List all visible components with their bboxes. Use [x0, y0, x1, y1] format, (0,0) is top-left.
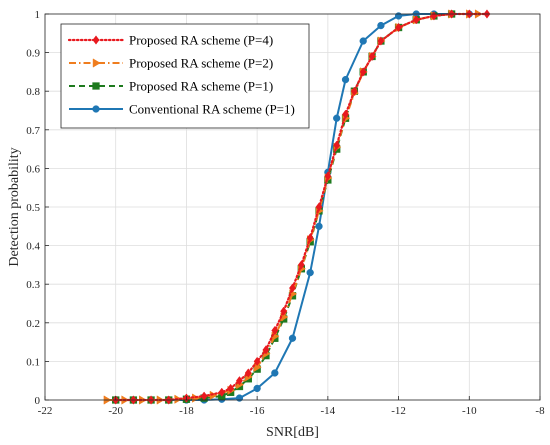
data-point: [377, 21, 385, 30]
data-point: [288, 334, 297, 342]
x-axis-title: SNR[dB]: [266, 425, 319, 440]
legend-item: Proposed RA scheme (P=2): [69, 56, 273, 71]
x-tick-label: -8: [535, 405, 545, 417]
data-point: [271, 325, 279, 336]
x-tick-label: -22: [38, 405, 53, 417]
data-point: [244, 368, 252, 378]
data-point: [359, 37, 367, 45]
x-tick-label: -10: [462, 405, 477, 417]
data-point: [333, 140, 341, 150]
data-point: [359, 67, 367, 77]
y-tick-label: 0: [35, 395, 41, 407]
x-tick-label: -14: [321, 405, 336, 417]
data-point: [333, 114, 341, 122]
data-point: [350, 86, 358, 96]
data-point: [306, 268, 314, 277]
legend-label: Proposed RA scheme (P=4): [129, 33, 273, 48]
y-tick-label: 0.1: [26, 356, 40, 368]
legend: Proposed RA scheme (P=4) Proposed RA sche…: [60, 23, 310, 129]
legend-marker: [92, 82, 100, 90]
y-tick-label: 0.9: [26, 48, 40, 60]
data-point: [315, 222, 323, 230]
y-tick-label: 0.2: [26, 318, 40, 330]
data-point: [324, 171, 332, 181]
data-point: [209, 390, 218, 401]
legend-label: Conventional RA scheme (P=1): [129, 102, 295, 117]
legend-item: Proposed RA scheme (P=4): [67, 33, 273, 48]
data-point: [253, 384, 261, 393]
data-point: [315, 202, 323, 212]
legend-item: Conventional RA scheme (P=1): [69, 102, 295, 117]
series-layer: [103, 9, 491, 405]
data-point: [395, 22, 403, 33]
data-point: [227, 383, 235, 394]
data-point: [297, 260, 305, 270]
x-tick-label: -18: [179, 405, 194, 417]
x-tick-label: -16: [250, 405, 265, 417]
data-point: [341, 75, 350, 84]
data-point: [394, 12, 403, 20]
data-point: [342, 109, 349, 119]
y-tick-label: 0.4: [26, 241, 40, 253]
series-1: [112, 9, 491, 405]
x-tick-label: -20: [108, 405, 123, 417]
data-point: [280, 306, 288, 316]
y-axis-title: Detection probability: [7, 147, 22, 266]
data-point: [253, 356, 261, 367]
legend-box: [60, 23, 310, 129]
y-tick-label: 0.7: [26, 125, 40, 137]
data-point: [306, 233, 314, 243]
legend-item: Proposed RA scheme (P=1): [69, 79, 273, 94]
data-point: [412, 15, 420, 25]
legend-marker: [92, 105, 100, 113]
legend-marker: [92, 58, 101, 68]
y-tick-label: 0.8: [26, 86, 40, 98]
data-point: [218, 387, 226, 397]
y-tick-label: 0.6: [26, 163, 40, 175]
data-point: [368, 51, 376, 62]
legend-label: Proposed RA scheme (P=1): [129, 79, 273, 94]
tick-labels: -22 -20 -18 -16 -14 -12 -10 -8 0 0.1 0.2 0.3 0.4 0.5 0…: [26, 9, 545, 417]
data-point: [271, 369, 279, 377]
data-point: [377, 36, 385, 46]
legend-label: Proposed RA scheme (P=2): [129, 56, 273, 71]
data-point: [289, 283, 296, 293]
data-point: [235, 394, 244, 402]
x-tick-label: -12: [391, 405, 406, 417]
y-tick-label: 0.5: [26, 202, 40, 214]
y-tick-label: 1: [35, 9, 41, 21]
data-point: [262, 345, 270, 355]
legend-marker: [92, 35, 100, 45]
data-point: [236, 376, 243, 386]
y-tick-label: 0.3: [26, 279, 40, 291]
